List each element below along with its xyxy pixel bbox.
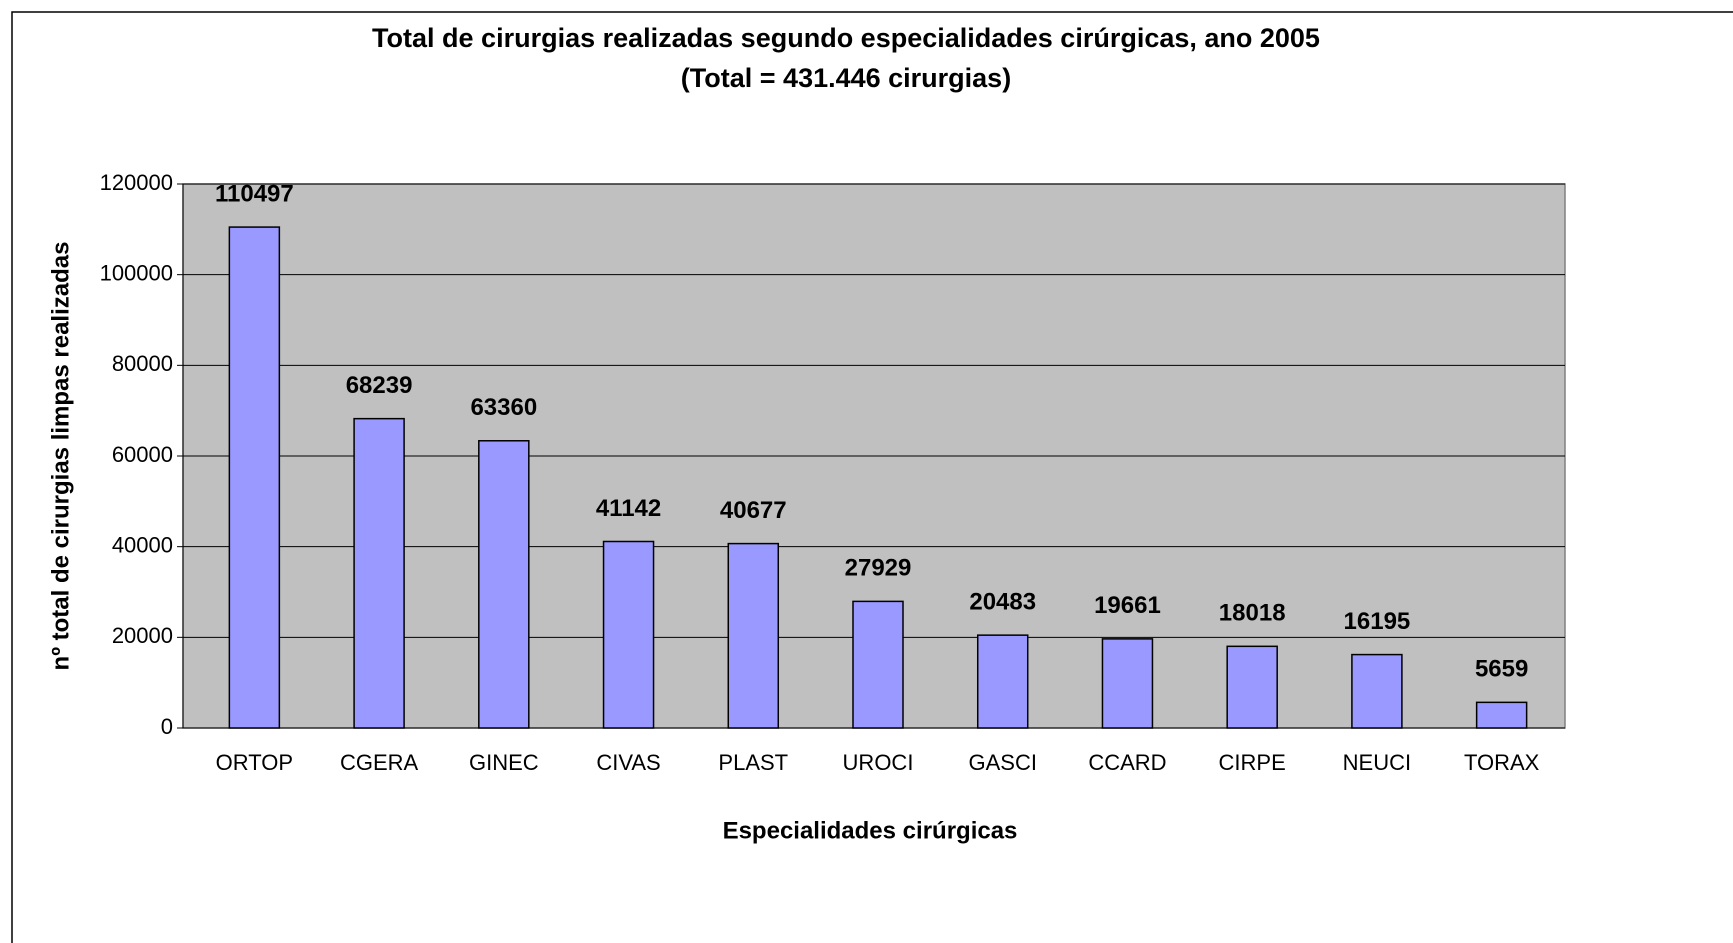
x-tick-label: PLAST	[718, 750, 788, 775]
y-tick-label: 60000	[112, 442, 173, 467]
bar	[1226, 645, 1278, 729]
value-label: 110497	[215, 180, 294, 207]
y-tick-label: 80000	[112, 351, 173, 376]
x-axis-label: Especialidades cirúrgicas	[723, 817, 1018, 844]
value-label: 19661	[1094, 592, 1161, 619]
x-tick-label: GINEC	[469, 750, 539, 775]
bar	[976, 634, 1029, 729]
x-tick-label: CIRPE	[1219, 750, 1286, 775]
bar	[1351, 653, 1403, 729]
x-tick-label: NEUCI	[1343, 750, 1411, 775]
value-label: 68239	[346, 372, 413, 399]
x-tick-label: CCARD	[1088, 750, 1166, 775]
x-tick-label: GASCI	[968, 750, 1036, 775]
y-tick-label: 20000	[112, 623, 173, 648]
value-label: 20483	[969, 588, 1036, 615]
value-label: 18018	[1219, 600, 1286, 627]
value-label: 41142	[596, 495, 661, 522]
bar	[727, 542, 780, 729]
bar	[1475, 701, 1528, 729]
x-tick-label: CGERA	[340, 750, 419, 775]
bar	[852, 600, 904, 729]
bar	[478, 440, 530, 729]
value-label: 5659	[1475, 656, 1528, 683]
x-tick-label: ORTOP	[216, 750, 293, 775]
y-axis-label: nº total de cirurgias limpas realizadas	[47, 242, 74, 671]
value-label: 40677	[720, 497, 787, 524]
chart-subtitle: (Total = 431.446 cirurgias)	[681, 63, 1011, 93]
y-tick-label: 0	[161, 714, 173, 739]
value-label: 63360	[470, 394, 537, 421]
y-tick-label: 40000	[112, 532, 173, 557]
bar	[602, 540, 655, 729]
bar	[228, 226, 281, 729]
y-tick-label: 120000	[100, 170, 173, 195]
bar	[353, 417, 405, 729]
x-tick-label: CIVAS	[596, 750, 660, 775]
x-tick-label: UROCI	[843, 750, 914, 775]
x-tick-label: TORAX	[1464, 750, 1540, 775]
bar	[1101, 638, 1154, 729]
chart-title: Total de cirurgias realizadas segundo es…	[372, 23, 1320, 53]
value-label: 16195	[1344, 608, 1411, 635]
y-tick-label: 100000	[100, 260, 173, 285]
value-label: 27929	[845, 555, 912, 582]
